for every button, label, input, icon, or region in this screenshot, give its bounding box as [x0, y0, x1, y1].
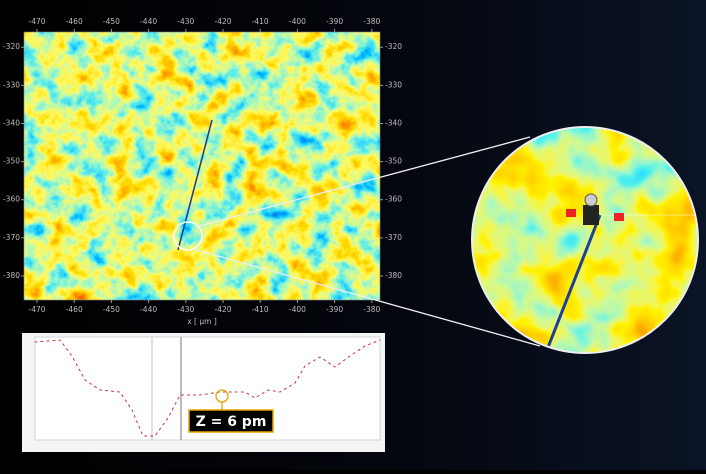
x-tick-label: -420: [215, 17, 232, 26]
x-tick-label: -430: [177, 17, 194, 26]
x-tick-label: -390: [326, 17, 343, 26]
x-tick-label: -400: [289, 17, 306, 26]
y-tick-label: -320: [3, 42, 20, 51]
y-tick-label: -340: [385, 118, 402, 127]
x-tick-label: -410: [252, 17, 269, 26]
x-tick-label: -420: [215, 305, 232, 314]
x-tick-label: -470: [29, 305, 46, 314]
x-tick-label: -390: [326, 305, 343, 314]
x-tick-label: -380: [363, 305, 380, 314]
probe-body: [583, 205, 599, 225]
annotation-text: Z = 6 pm: [196, 414, 267, 430]
x-tick-label: -380: [363, 17, 380, 26]
scratch: [177, 119, 213, 251]
y-tick-label: -360: [385, 195, 402, 204]
x-tick-label: -460: [66, 305, 83, 314]
annotation-box: [188, 409, 274, 433]
zoom-texture: [472, 127, 698, 353]
scratch: [543, 214, 602, 353]
zoom-line: [198, 136, 531, 227]
y-tick-label: -360: [3, 195, 20, 204]
zoom-source-circle: [173, 221, 203, 251]
x-axis-label: x [ µm ]: [187, 317, 217, 326]
y-tick-label: -320: [385, 42, 402, 51]
x-tick-label: -450: [103, 305, 120, 314]
profile-panel: [22, 333, 385, 452]
probe-marker: [614, 213, 624, 221]
y-tick-label: -350: [385, 157, 402, 166]
probe: [566, 193, 624, 225]
y-tick-label: -330: [3, 80, 20, 89]
zoom-line: [192, 248, 541, 347]
zoom-view: [472, 127, 698, 353]
x-tick-label: -400: [289, 305, 306, 314]
x-tick-label: -440: [140, 305, 157, 314]
plot-frame: [23, 31, 381, 301]
y-tick-label: -340: [3, 118, 20, 127]
probe-head: [584, 193, 598, 207]
x-tick-label: -460: [66, 17, 83, 26]
x-tick-label: -410: [252, 305, 269, 314]
x-tick-label: -440: [140, 17, 157, 26]
y-tick-label: -380: [3, 271, 20, 280]
x-tick-label: -470: [29, 17, 46, 26]
probe-marker: [566, 209, 576, 217]
y-tick-label: -350: [3, 157, 20, 166]
y-tick-label: -330: [385, 80, 402, 89]
x-tick-label: -450: [103, 17, 120, 26]
zoom-circle: [471, 126, 699, 354]
x-tick-label: -430: [177, 305, 194, 314]
heatmap-texture: [24, 32, 380, 300]
y-tick-label: -370: [3, 233, 20, 242]
y-tick-label: -380: [385, 271, 402, 280]
y-tick-label: -370: [385, 233, 402, 242]
